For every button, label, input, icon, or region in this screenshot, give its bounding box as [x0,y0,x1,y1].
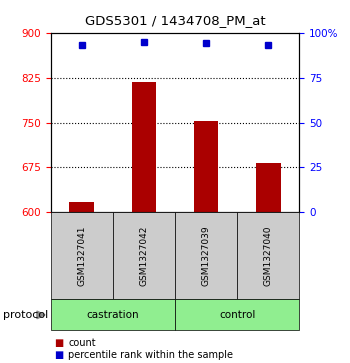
Text: castration: castration [86,310,139,320]
Text: GSM1327040: GSM1327040 [264,226,273,286]
Text: protocol: protocol [4,310,49,320]
Text: GSM1327042: GSM1327042 [139,226,148,286]
Text: GSM1327039: GSM1327039 [202,225,211,286]
Text: GDS5301 / 1434708_PM_at: GDS5301 / 1434708_PM_at [85,15,265,28]
Text: percentile rank within the sample: percentile rank within the sample [68,350,233,360]
Text: GSM1327041: GSM1327041 [77,226,86,286]
Bar [132,82,156,212]
Bar [69,201,94,212]
Bar [194,121,218,212]
Text: ■: ■ [54,350,63,360]
Text: control: control [219,310,255,320]
Text: ■: ■ [54,338,63,348]
Bar [256,163,281,212]
Text: count: count [68,338,96,348]
